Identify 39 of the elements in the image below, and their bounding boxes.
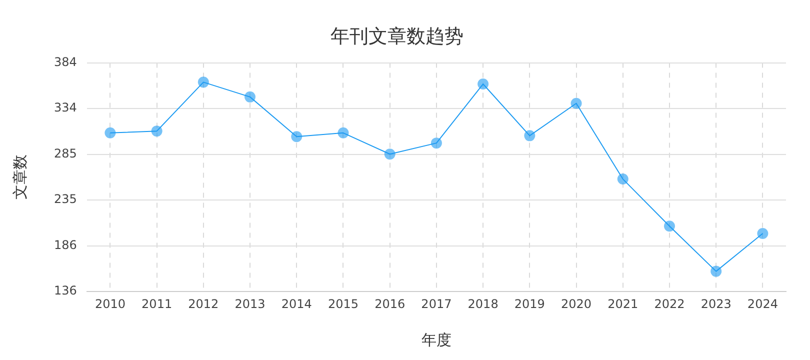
point	[151, 126, 162, 137]
point	[291, 131, 302, 142]
x-tick-label: 2014	[281, 296, 312, 311]
point	[384, 148, 396, 160]
point	[617, 174, 628, 185]
y-tick-label: 384	[54, 54, 77, 69]
x-tick-label: 2022	[654, 296, 685, 311]
point	[524, 130, 536, 142]
x-tick-label: 2020	[561, 296, 592, 311]
y-axis-title: 文章数	[10, 154, 29, 200]
point	[338, 127, 349, 138]
y-tick-label: 285	[54, 146, 77, 160]
x-tick-label: 2017	[421, 296, 452, 311]
x-tick-label: 2011	[142, 296, 172, 311]
x-tick-label: 2024	[747, 296, 778, 311]
y-tick-label: 235	[54, 192, 77, 206]
x-tick-label: 2016	[374, 296, 406, 311]
point	[430, 138, 442, 149]
point	[244, 91, 256, 102]
x-tick-label: 2019	[514, 296, 545, 311]
x-tick-label: 2013	[234, 296, 266, 311]
point	[104, 127, 116, 138]
point	[570, 98, 582, 109]
point	[710, 266, 722, 277]
y-tick-label: 334	[54, 100, 77, 115]
point	[478, 78, 489, 90]
chart-title: 年刊文章数趋势	[330, 25, 464, 48]
x-tick-label: 2018	[468, 296, 498, 311]
x-tick-label: 2012	[188, 296, 219, 311]
point	[757, 228, 768, 239]
point	[664, 220, 675, 232]
x-tick-label: 2023	[700, 296, 732, 311]
x-tick-label: 2021	[608, 296, 638, 311]
x-axis-title: 年度	[421, 330, 452, 349]
y-tick-label: 136	[54, 284, 77, 298]
point	[198, 76, 209, 88]
x-tick-label: 2010	[94, 296, 126, 311]
x-tick-label: 2015	[328, 296, 359, 311]
y-tick-label: 186	[54, 238, 77, 252]
